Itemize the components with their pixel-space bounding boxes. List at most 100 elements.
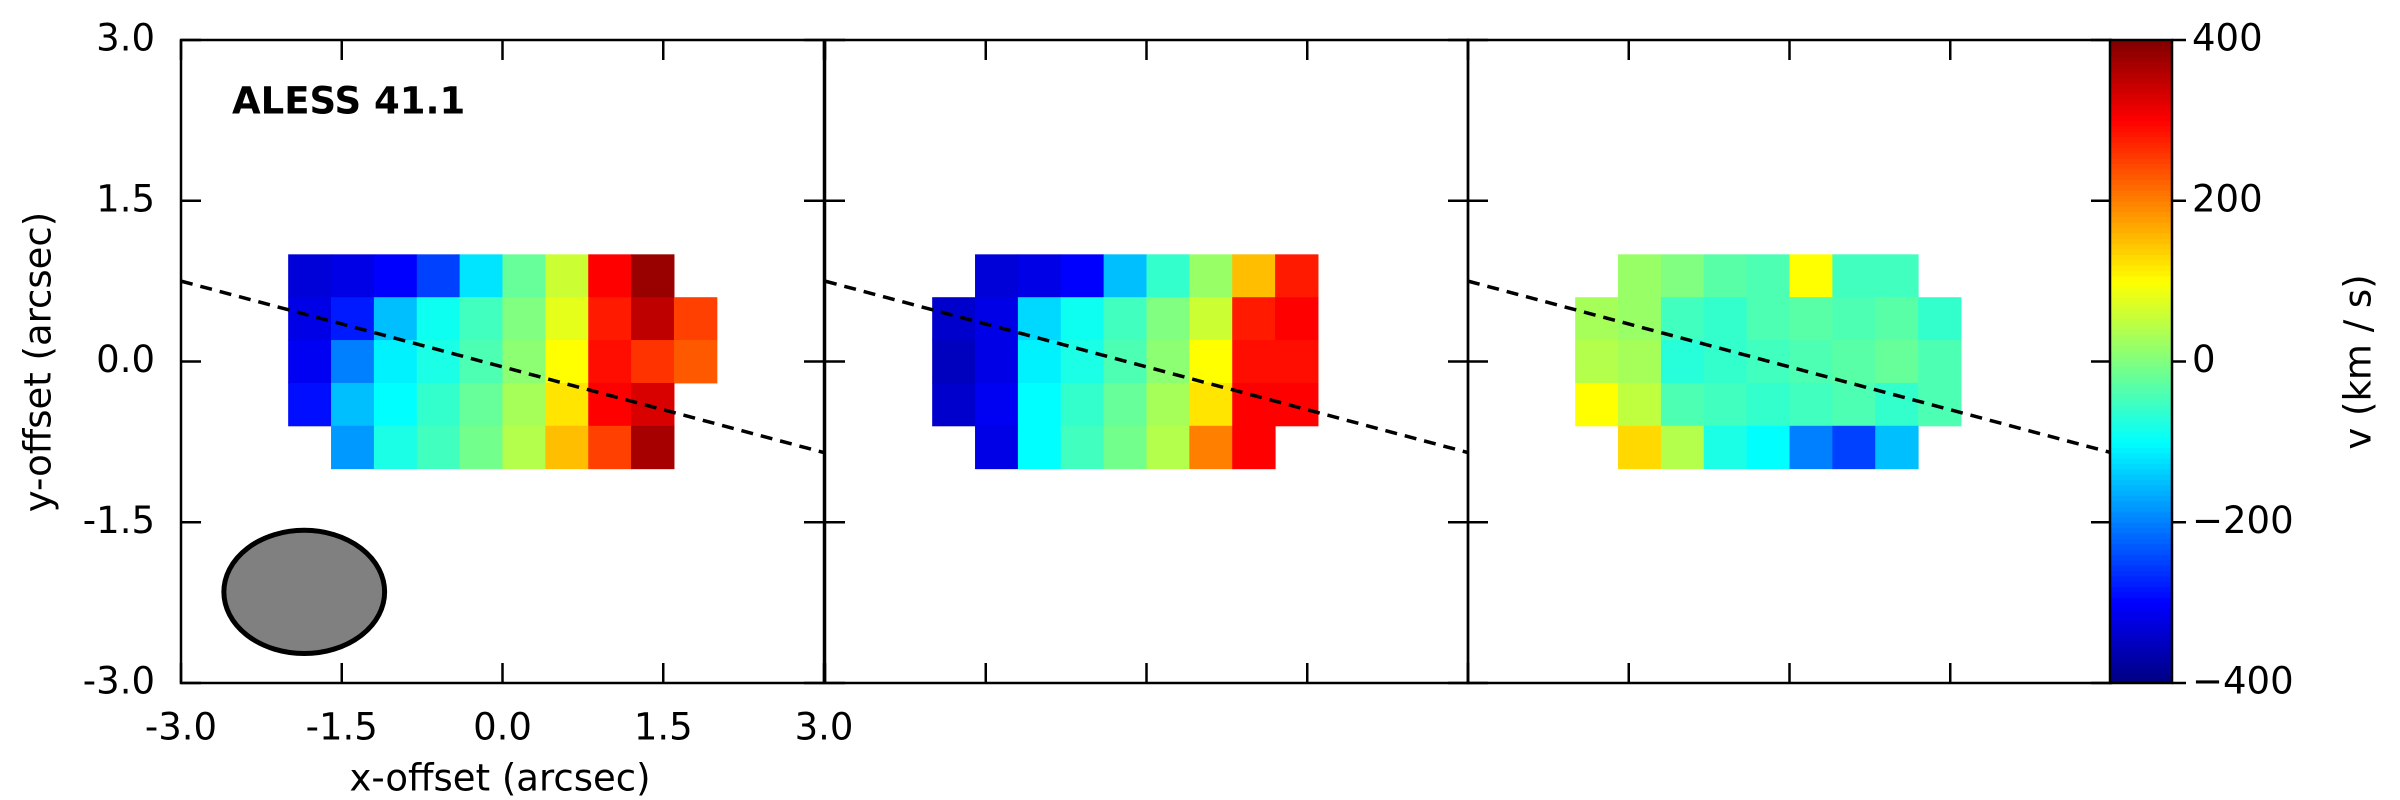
colorbar-segment bbox=[2110, 409, 2172, 416]
colorbar-segment bbox=[2110, 238, 2172, 245]
colorbar-segment bbox=[2110, 136, 2172, 143]
colorbar-segment bbox=[2110, 286, 2172, 293]
colorbar-segment bbox=[2110, 131, 2172, 138]
colorbar-segment bbox=[2110, 361, 2172, 368]
pixel bbox=[1189, 297, 1233, 341]
pixel bbox=[1918, 297, 1962, 341]
colorbar-segment bbox=[2110, 147, 2172, 154]
pixel bbox=[1789, 297, 1833, 341]
pixel bbox=[1017, 340, 1062, 384]
colorbar-segment bbox=[2110, 457, 2172, 464]
colorbar-segment bbox=[2110, 415, 2172, 422]
colorbar-segment bbox=[2110, 474, 2172, 480]
pixel bbox=[1275, 340, 1319, 384]
colorbar-segment bbox=[2110, 575, 2172, 582]
colorbar-segment bbox=[2110, 511, 2172, 518]
colorbar-segment bbox=[2110, 334, 2172, 341]
major-axis-line bbox=[180, 279, 825, 455]
pixel bbox=[1660, 425, 1705, 470]
major-axis-line bbox=[1467, 279, 2112, 455]
colorbar-segment bbox=[2110, 72, 2172, 79]
pixel bbox=[588, 297, 632, 341]
pixel bbox=[545, 254, 589, 298]
colorbar-segment bbox=[2110, 500, 2172, 507]
colorbar-segment bbox=[2110, 629, 2172, 636]
pixel bbox=[673, 297, 718, 341]
colorbar-segment bbox=[2110, 581, 2172, 588]
colorbar-segment bbox=[2110, 168, 2172, 175]
pixel bbox=[975, 425, 1019, 470]
colorbar-segment bbox=[2110, 495, 2172, 502]
pixel bbox=[1832, 297, 1876, 341]
pixel bbox=[416, 254, 461, 298]
x-tick-label: 1.5 bbox=[634, 706, 693, 749]
pixel bbox=[1746, 254, 1790, 298]
colorbar-segment bbox=[2110, 377, 2172, 384]
colorbar-segment bbox=[2110, 259, 2172, 266]
pixel bbox=[1660, 340, 1705, 384]
pixel bbox=[1832, 382, 1876, 427]
pixel bbox=[502, 425, 546, 470]
colorbar-segment bbox=[2110, 77, 2172, 84]
pixel bbox=[459, 382, 503, 427]
pixel bbox=[1618, 425, 1662, 470]
colorbar-segment bbox=[2110, 431, 2172, 438]
pixel bbox=[545, 297, 589, 341]
pixel bbox=[631, 382, 675, 427]
colorbar-segment bbox=[2110, 618, 2172, 625]
pixel bbox=[631, 425, 675, 470]
colorbar-segment bbox=[2110, 82, 2172, 89]
pixel bbox=[1575, 382, 1619, 427]
pixel bbox=[331, 340, 375, 384]
colorbar-segment bbox=[2110, 152, 2172, 159]
pixel bbox=[416, 382, 461, 427]
pixel bbox=[288, 382, 332, 427]
colorbar-segment bbox=[2110, 291, 2172, 298]
colorbar-segment bbox=[2110, 206, 2172, 213]
pixel bbox=[1789, 425, 1833, 470]
colorbar-segment bbox=[2110, 190, 2172, 196]
y-tick-label: 1.5 bbox=[96, 177, 155, 220]
pixel bbox=[975, 340, 1019, 384]
pixel bbox=[1103, 382, 1147, 427]
colorbar-tick-label: 400 bbox=[2192, 17, 2263, 60]
pixel bbox=[1746, 297, 1790, 341]
colorbar-segment bbox=[2110, 666, 2172, 673]
colorbar-segment bbox=[2110, 607, 2172, 614]
colorbar-segment bbox=[2110, 56, 2172, 63]
colorbar-segment bbox=[2110, 200, 2172, 207]
colorbar-segment bbox=[2110, 656, 2172, 663]
colorbar-segment bbox=[2110, 425, 2172, 432]
pixel bbox=[1275, 382, 1319, 427]
pixel bbox=[373, 425, 418, 470]
x-axis-label: x-offset (arcsec) bbox=[349, 757, 650, 800]
colorbar-segment bbox=[2110, 318, 2172, 325]
pixel bbox=[373, 382, 418, 427]
colorbar-segment bbox=[2110, 543, 2172, 550]
pixel bbox=[1146, 382, 1190, 427]
pixel bbox=[1017, 254, 1062, 298]
colorbar-segment bbox=[2110, 120, 2172, 127]
pixel bbox=[1017, 425, 1062, 470]
y-tick-label: 3.0 bbox=[96, 17, 155, 60]
colorbar-segment bbox=[2110, 399, 2172, 405]
pixel bbox=[1703, 254, 1748, 298]
colorbar-label: v (km / s) bbox=[2337, 274, 2380, 449]
pixel bbox=[331, 425, 375, 470]
pixel bbox=[1189, 425, 1233, 470]
pixel bbox=[1703, 382, 1748, 427]
colorbar-segment bbox=[2110, 313, 2172, 320]
pixel bbox=[1875, 254, 1919, 298]
pixel bbox=[1232, 340, 1276, 384]
colorbar-segment bbox=[2110, 323, 2172, 330]
pixel bbox=[1017, 382, 1062, 427]
x-tick-label: -1.5 bbox=[306, 706, 378, 749]
colorbar-segment bbox=[2110, 570, 2172, 577]
pixel bbox=[1875, 425, 1919, 470]
colorbar-segment bbox=[2110, 98, 2172, 105]
x-tick-label: -3.0 bbox=[145, 706, 217, 749]
colorbar-segment bbox=[2110, 254, 2172, 261]
chart-title: ALESS 41.1 bbox=[232, 80, 465, 123]
colorbar-segment bbox=[2110, 345, 2172, 352]
colorbar-segment bbox=[2110, 602, 2172, 609]
